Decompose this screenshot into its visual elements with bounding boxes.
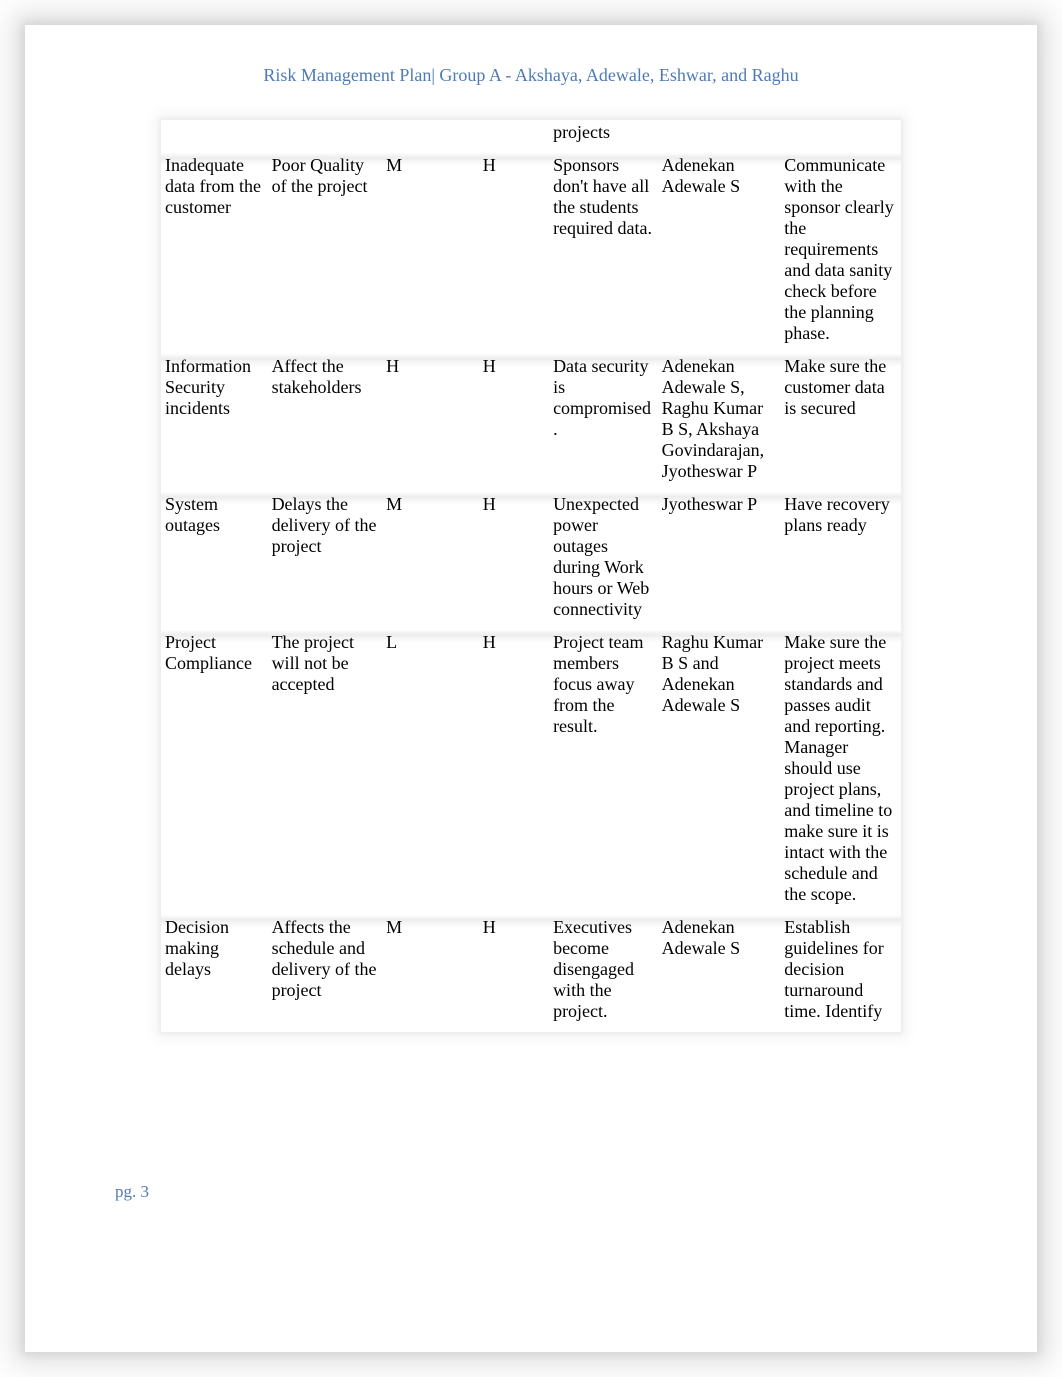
cell-impact: Delays the delivery of the project bbox=[268, 492, 383, 630]
cell-severity: H bbox=[479, 630, 549, 915]
cell-mitigation: Make sure the customer data is secured bbox=[780, 354, 901, 492]
cell-cause: Sponsors don't have all the students req… bbox=[549, 153, 658, 354]
page-inner: Risk Management Plan| Group A - Akshaya,… bbox=[25, 25, 1037, 1352]
cell-impact: Affects the schedule and delivery of the… bbox=[268, 915, 383, 1032]
risk-table: projects Inadequate data from the custom… bbox=[161, 120, 901, 1032]
cell-empty bbox=[479, 120, 549, 153]
table-row: System outages Delays the delivery of th… bbox=[161, 492, 901, 630]
cell-impact: Poor Quality of the project bbox=[268, 153, 383, 354]
cell-mitigation: Have recovery plans ready bbox=[780, 492, 901, 630]
table-row: Project Compliance The project will not … bbox=[161, 630, 901, 915]
cell-risk: System outages bbox=[161, 492, 268, 630]
cell-mitigation: Communicate with the sponsor clearly the… bbox=[780, 153, 901, 354]
cell-risk: Project Compliance bbox=[161, 630, 268, 915]
cell-mitigation: Make sure the project meets standards an… bbox=[780, 630, 901, 915]
cell-severity: H bbox=[479, 354, 549, 492]
cell-empty bbox=[658, 120, 781, 153]
cell-cause-continuation: projects bbox=[549, 120, 658, 153]
cell-cause: Project team members focus away from the… bbox=[549, 630, 658, 915]
cell-mitigation: Establish guidelines for decision turnar… bbox=[780, 915, 901, 1032]
cell-owner: Raghu Kumar B S and Adenekan Adewale S bbox=[658, 630, 781, 915]
cell-likelihood: M bbox=[382, 492, 479, 630]
cell-empty bbox=[382, 120, 479, 153]
cell-owner: Adenekan Adewale S bbox=[658, 153, 781, 354]
cell-owner: Jyotheswar P bbox=[658, 492, 781, 630]
cell-severity: H bbox=[479, 492, 549, 630]
cell-risk: Decision making delays bbox=[161, 915, 268, 1032]
page-footer: pg. 3 bbox=[115, 1182, 149, 1202]
table-row: Information Security incidents Affect th… bbox=[161, 354, 901, 492]
cell-empty bbox=[268, 120, 383, 153]
cell-risk: Information Security incidents bbox=[161, 354, 268, 492]
risk-table-container: projects Inadequate data from the custom… bbox=[161, 120, 901, 1032]
table-row: Inadequate data from the customer Poor Q… bbox=[161, 153, 901, 354]
cell-cause: Data security is compromised. bbox=[549, 354, 658, 492]
cell-likelihood: M bbox=[382, 153, 479, 354]
table-row: Decision making delays Affects the sched… bbox=[161, 915, 901, 1032]
cell-likelihood: L bbox=[382, 630, 479, 915]
risk-table-shadow: projects Inadequate data from the custom… bbox=[161, 120, 901, 1032]
cell-cause: Unexpected power outages during Work hou… bbox=[549, 492, 658, 630]
cell-impact: Affect the stakeholders bbox=[268, 354, 383, 492]
cell-impact: The project will not be accepted bbox=[268, 630, 383, 915]
cell-empty bbox=[161, 120, 268, 153]
cell-severity: H bbox=[479, 915, 549, 1032]
page: Risk Management Plan| Group A - Akshaya,… bbox=[0, 0, 1062, 1377]
cell-likelihood: H bbox=[382, 354, 479, 492]
cell-cause: Executives become disengaged with the pr… bbox=[549, 915, 658, 1032]
page-header: Risk Management Plan| Group A - Akshaya,… bbox=[25, 65, 1037, 86]
table-row-continuation: projects bbox=[161, 120, 901, 153]
cell-risk: Inadequate data from the customer bbox=[161, 153, 268, 354]
cell-owner: Adenekan Adewale S bbox=[658, 915, 781, 1032]
cell-owner: Adenekan Adewale S, Raghu Kumar B S, Aks… bbox=[658, 354, 781, 492]
cell-likelihood: M bbox=[382, 915, 479, 1032]
cell-empty bbox=[780, 120, 901, 153]
cell-severity: H bbox=[479, 153, 549, 354]
